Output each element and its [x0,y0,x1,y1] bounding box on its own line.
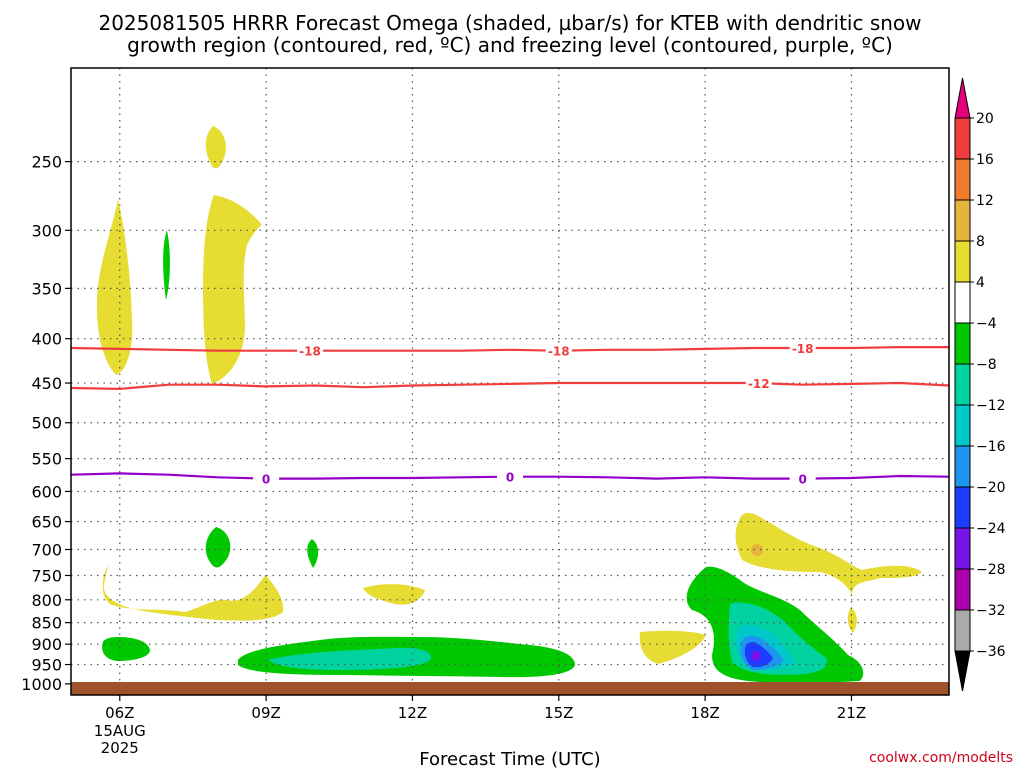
colorbar: 20 16 12 8 4 −4 −8 −12 −16 −20 −24 −28 −32 −36 [954,77,1006,692]
omega-region-green [307,539,319,568]
omega-region-yellow [735,512,922,595]
chart-title-line-2: growth region (contoured, red, ºC) and f… [127,33,893,57]
y-tick-label: 300 [31,221,62,240]
y-tick-label: 900 [31,635,62,654]
colorbar-label: −32 [976,603,1006,619]
colorbar-swatch [954,117,971,160]
omega-region-purple [751,651,761,661]
omega-region-yellow [639,630,706,664]
contour-label: -18 [548,345,570,359]
colorbar-swatch [954,527,971,570]
y-tick-label: 700 [31,540,62,559]
colorbar-swatch [954,568,971,611]
y-tick-label: 750 [31,566,62,585]
omega-region-green [102,637,150,661]
y-tick-label: 250 [31,153,62,172]
colorbar-swatch [954,199,971,242]
x-tick-label: 09Z [251,704,280,722]
colorbar-label: 16 [976,152,994,168]
y-tick-label: 950 [31,656,62,675]
omega-region-green [163,230,170,300]
credit-text: coolwx.com/modelts [869,750,1013,766]
colorbar-label: −8 [976,357,997,373]
contour-label-bg [789,339,816,355]
colorbar-swatch [954,240,971,283]
contour-label-bg [545,342,572,358]
contour-label-bg [745,375,772,391]
contour-label: 0 [262,473,270,487]
y-tick-label: 550 [31,450,62,469]
plot-background [71,68,949,695]
omega-region-yellow [96,199,133,375]
colorbar-label: −28 [976,562,1006,578]
colorbar-swatch [954,445,971,488]
contour-label: 0 [798,473,806,487]
y-axis: 250 300 350 400 450 500 550 600 650 700 750 800 850 9… [21,153,71,694]
y-tick-label: 400 [31,330,62,349]
contour-label: -12 [748,377,770,391]
y-tick-label: 1000 [21,675,62,694]
colorbar-label: 4 [976,275,985,291]
colorbar-swatch [954,609,971,652]
colorbar-swatch [954,322,971,365]
x-tick-label: 12Z [398,704,427,722]
y-tick-label: 450 [31,374,62,393]
omega-region-yellow [205,126,226,169]
omega-region-yellow [203,195,262,384]
colorbar-swatch [954,363,971,406]
omega-region-yellow [847,607,857,633]
colorbar-label: −20 [976,480,1006,496]
colorbar-label: 8 [976,234,985,250]
y-tick-label: 800 [31,591,62,610]
ground-strip [71,682,949,695]
contour-lines: -18 -18 -18 -12 0 0 0 [70,339,950,487]
x-axis-title: Forecast Time (UTC) [419,749,600,768]
omega-region-yellow [102,565,284,621]
contour-line [70,381,950,391]
contour-label-bg [297,342,324,358]
plot-frame [70,67,950,696]
colorbar-swatch [954,404,971,447]
x-tick-sublabel: 2025 [101,739,139,757]
y-tick-label: 600 [31,482,62,501]
gridlines [71,68,949,695]
colorbar-label: 20 [976,111,994,127]
colorbar-label: 12 [976,193,994,209]
contour-label-bg [789,470,816,486]
contour-label-bg [253,470,280,486]
colorbar-swatch [954,158,971,201]
x-tick-label: 21Z [837,704,866,722]
omega-region-green [205,527,231,568]
y-tick-label: 500 [31,414,62,433]
x-tick-label: 18Z [690,704,719,722]
colorbar-label: −16 [976,439,1006,455]
omega-shading [96,126,922,683]
x-tick-label: 06Z [105,704,134,722]
y-tick-label: 650 [31,513,62,532]
chart-title-line-1: 2025081505 HRRR Forecast Omega (shaded, … [98,11,921,35]
colorbar-swatch [954,486,971,529]
y-tick-label: 850 [31,614,62,633]
colorbar-label: −24 [976,521,1006,537]
colorbar-label: −12 [976,398,1006,414]
omega-region-orange [751,544,763,556]
contour-label: -18 [299,345,321,359]
contour-label-bg [497,468,523,484]
x-tick-label: 15Z [544,704,573,722]
colorbar-label: −4 [976,316,997,332]
colorbar-bottom-arrow [954,650,971,692]
colorbar-label: −36 [976,644,1006,660]
y-tick-label: 350 [31,279,62,298]
contour-label: 0 [506,471,514,485]
x-tick-sublabel: 15AUG [94,722,146,740]
colorbar-top-arrow [954,77,971,119]
colorbar-swatch [954,281,971,324]
contour-label: -18 [792,342,814,356]
